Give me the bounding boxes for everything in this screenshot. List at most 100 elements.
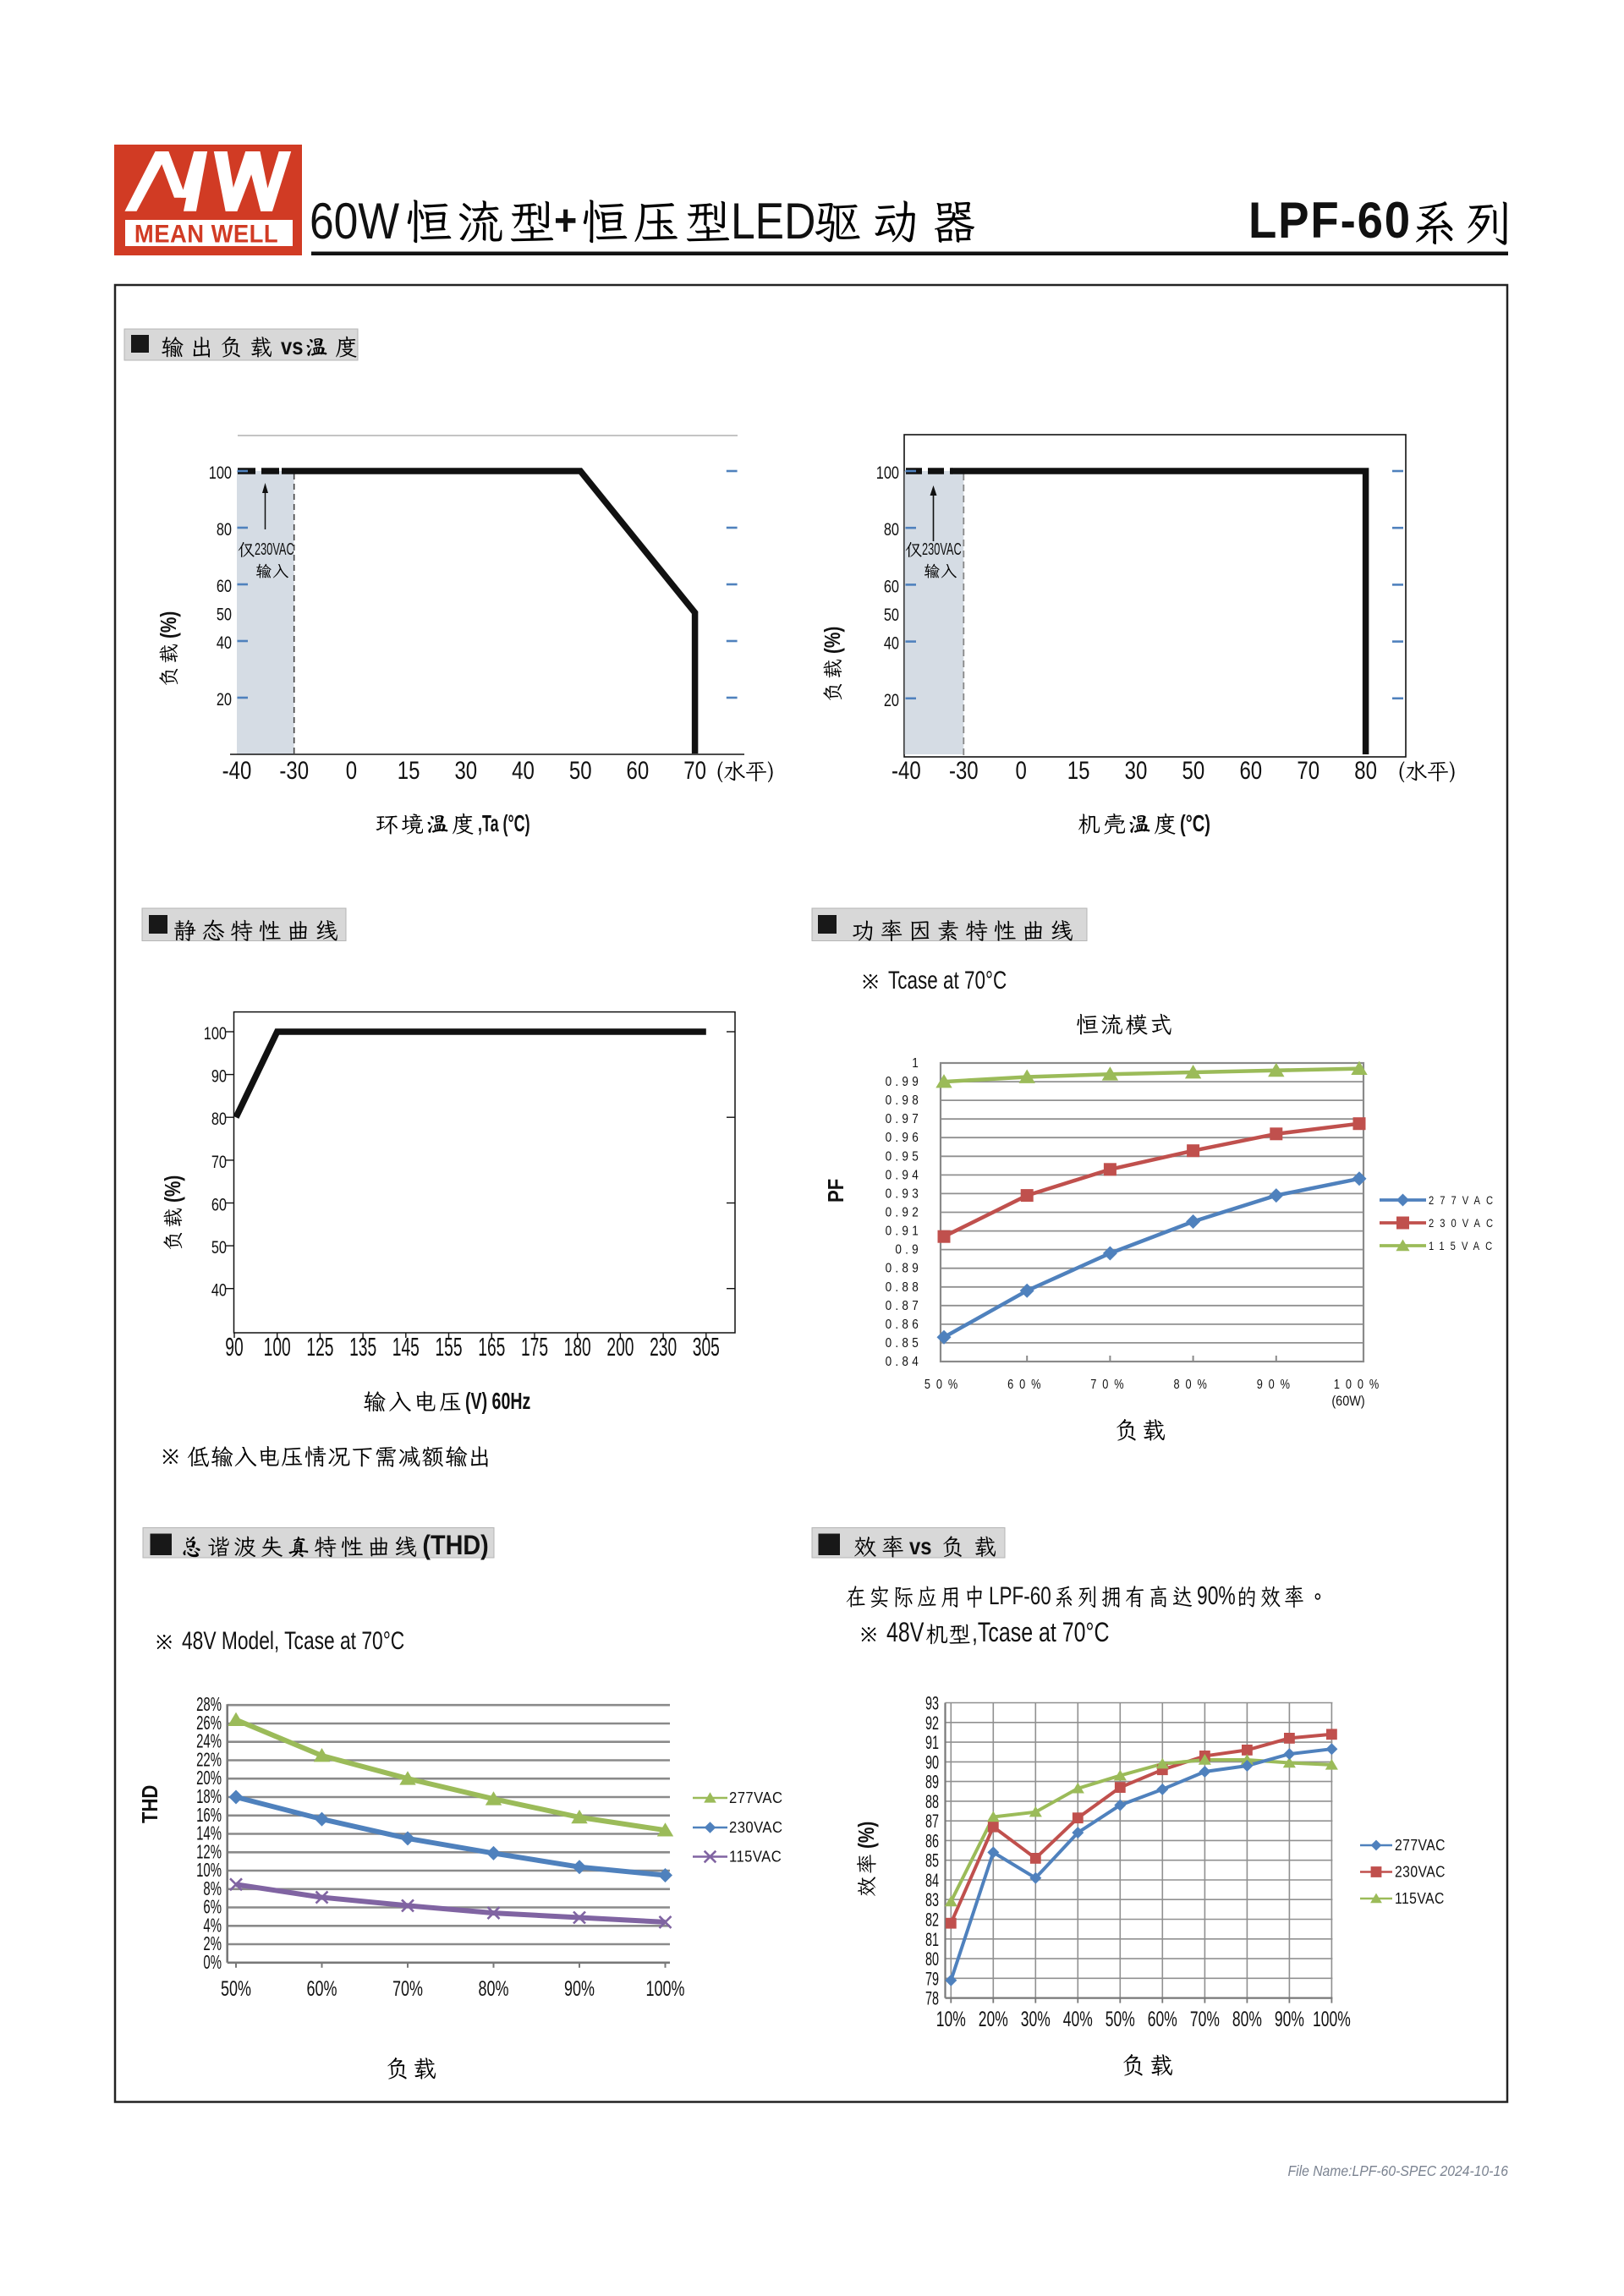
svg-text:115VAC: 115VAC	[1429, 1240, 1498, 1252]
svg-text:70: 70	[1297, 755, 1320, 784]
svg-text:80%: 80%	[478, 1976, 508, 2001]
svg-text:125: 125	[306, 1334, 333, 1362]
svg-text:80: 80	[211, 1110, 227, 1130]
svg-text:70%: 70%	[1090, 1378, 1129, 1393]
svg-text:0.96: 0.96	[886, 1131, 922, 1145]
svg-text:18%: 18%	[196, 1786, 222, 1808]
svg-text:15: 15	[1067, 755, 1090, 784]
svg-text:LPF-60: LPF-60	[1248, 193, 1412, 249]
svg-text:22%: 22%	[196, 1749, 222, 1771]
svg-text:0: 0	[346, 755, 357, 784]
svg-text:48V Model, Tcase at 70°C: 48V Model, Tcase at 70°C	[182, 1626, 404, 1655]
svg-text:0.91: 0.91	[886, 1225, 922, 1239]
svg-text:60%: 60%	[1007, 1378, 1046, 1393]
svg-text:89: 89	[925, 1773, 939, 1794]
svg-text:40: 40	[217, 633, 232, 654]
svg-text:6%: 6%	[203, 1896, 222, 1918]
svg-text:90%: 90%	[1257, 1378, 1296, 1393]
svg-text:(%): (%)	[854, 1822, 879, 1849]
svg-text:277VAC: 277VAC	[1429, 1194, 1499, 1207]
svg-text:0.84: 0.84	[886, 1355, 922, 1369]
svg-text:LED: LED	[731, 192, 815, 249]
svg-text:0.86: 0.86	[886, 1318, 922, 1332]
svg-text:-30: -30	[279, 755, 309, 784]
svg-text:20%: 20%	[196, 1767, 222, 1789]
svg-text:230VAC: 230VAC	[729, 1818, 782, 1836]
svg-text:60: 60	[211, 1195, 227, 1215]
svg-text:50: 50	[1182, 755, 1205, 784]
svg-text:60: 60	[627, 755, 650, 784]
svg-text:30: 30	[1125, 755, 1148, 784]
svg-text:0.93: 0.93	[886, 1186, 922, 1201]
svg-text:PF: PF	[824, 1179, 848, 1203]
svg-text:90%: 90%	[1197, 1581, 1236, 1610]
svg-text:80: 80	[1354, 755, 1377, 784]
svg-text:0%: 0%	[203, 1952, 222, 1974]
svg-text:79: 79	[925, 1969, 939, 1990]
svg-text:88: 88	[925, 1792, 939, 1813]
svg-text:81: 81	[925, 1930, 939, 1951]
svg-text:2%: 2%	[203, 1933, 222, 1955]
svg-text:180: 180	[564, 1334, 591, 1362]
svg-text:10%: 10%	[936, 2007, 966, 2031]
svg-text:115VAC: 115VAC	[729, 1848, 782, 1866]
svg-text:50: 50	[884, 606, 899, 626]
svg-text:84: 84	[925, 1871, 939, 1892]
svg-text:40: 40	[512, 755, 535, 784]
svg-text:155: 155	[435, 1334, 462, 1362]
svg-text:60: 60	[1239, 755, 1262, 784]
svg-text:40%: 40%	[1063, 2007, 1093, 2031]
svg-text:vs: vs	[909, 1532, 931, 1559]
svg-text:-40: -40	[222, 755, 252, 784]
svg-text:26%: 26%	[196, 1712, 222, 1734]
svg-text:,Tcase at 70°C: ,Tcase at 70°C	[972, 1618, 1110, 1648]
svg-text:80%: 80%	[1173, 1378, 1212, 1393]
svg-text:+: +	[554, 196, 577, 245]
svg-text:230VAC: 230VAC	[922, 540, 962, 559]
svg-text:277VAC: 277VAC	[1395, 1836, 1446, 1855]
svg-text:230VAC: 230VAC	[1395, 1862, 1446, 1881]
svg-text:20%: 20%	[979, 2007, 1008, 2031]
svg-text:50: 50	[211, 1238, 227, 1258]
svg-text:-30: -30	[949, 755, 979, 784]
svg-text:10%: 10%	[196, 1860, 222, 1882]
svg-text:28%: 28%	[196, 1694, 222, 1716]
svg-text:78: 78	[925, 1989, 939, 2010]
svg-text:305: 305	[693, 1334, 720, 1362]
svg-text:4%: 4%	[203, 1915, 222, 1937]
svg-text:0.99: 0.99	[886, 1075, 922, 1089]
svg-text:80%: 80%	[1232, 2007, 1262, 2031]
svg-text:File Name:LPF-60-SPEC 2024-10: File Name:LPF-60-SPEC 2024-10-16	[1287, 2162, 1508, 2179]
svg-text:40: 40	[211, 1281, 227, 1301]
svg-text:92: 92	[925, 1713, 939, 1734]
svg-text:0.89: 0.89	[886, 1262, 922, 1276]
svg-text:0.97: 0.97	[886, 1112, 922, 1126]
svg-text:86: 86	[925, 1831, 939, 1852]
svg-text:100: 100	[264, 1334, 291, 1362]
svg-text:(THD): (THD)	[422, 1531, 488, 1561]
svg-text:(°C): (°C)	[1180, 811, 1210, 837]
svg-text:60%: 60%	[1148, 2007, 1177, 2031]
svg-text:0.9: 0.9	[895, 1243, 922, 1258]
svg-text:50: 50	[217, 605, 232, 625]
svg-text:(60W): (60W)	[1331, 1394, 1364, 1409]
svg-text:0.88: 0.88	[886, 1280, 922, 1295]
svg-text:0.92: 0.92	[886, 1206, 922, 1220]
svg-text:60: 60	[217, 577, 232, 597]
svg-text:100%: 100%	[1334, 1378, 1385, 1393]
svg-text:93: 93	[925, 1693, 939, 1714]
svg-text:70%: 70%	[392, 1976, 423, 2001]
svg-text:0.94: 0.94	[886, 1168, 922, 1182]
svg-text:40: 40	[884, 634, 899, 655]
svg-text:50%: 50%	[221, 1976, 251, 2001]
svg-text:90%: 90%	[564, 1976, 595, 2001]
svg-text:87: 87	[925, 1811, 939, 1833]
svg-text:70: 70	[683, 755, 706, 784]
svg-text:90: 90	[225, 1334, 243, 1362]
svg-text:50: 50	[569, 755, 592, 784]
svg-text:0.85: 0.85	[886, 1336, 922, 1351]
svg-text:60: 60	[884, 577, 899, 597]
svg-text:100: 100	[204, 1024, 227, 1044]
svg-text:14%: 14%	[196, 1822, 222, 1844]
svg-text:90: 90	[925, 1752, 939, 1773]
